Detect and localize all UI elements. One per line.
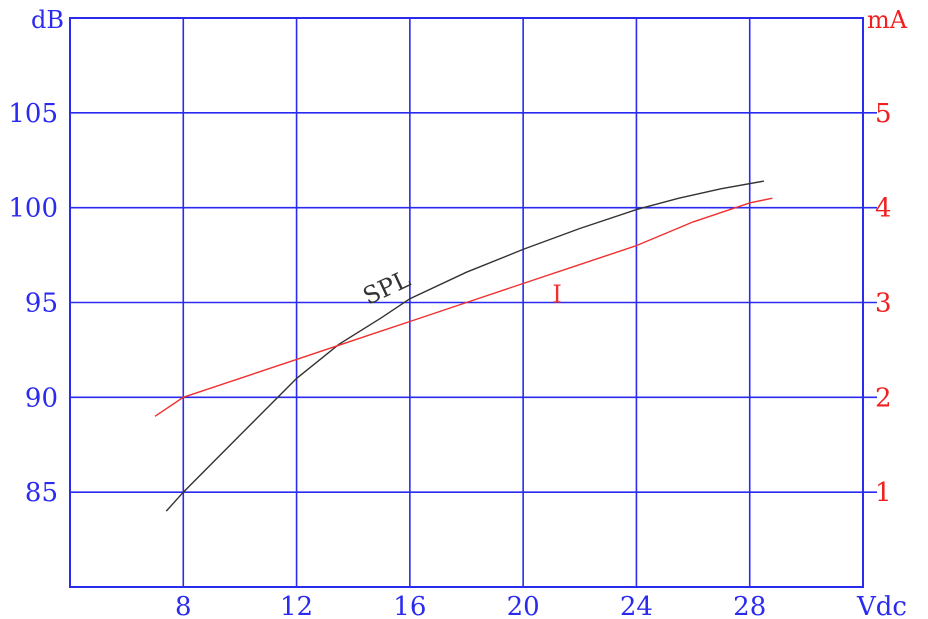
plot-frame bbox=[69, 17, 864, 588]
series-label-spl: SPL bbox=[359, 265, 415, 311]
left-axis-unit: dB bbox=[31, 6, 64, 34]
x-axis-tick-label: 12 bbox=[280, 592, 313, 619]
right-axis-tick-label: 3 bbox=[875, 289, 892, 319]
grid bbox=[70, 18, 877, 587]
left-axis-tick-label: 85 bbox=[25, 478, 58, 508]
x-axis-tick-label: 20 bbox=[507, 592, 540, 619]
x-axis-tick-label: 16 bbox=[393, 592, 426, 619]
right-axis-tick-label: 2 bbox=[875, 383, 892, 413]
x-axis-unit: Vdc bbox=[856, 592, 907, 619]
left-axis-tick-label: 100 bbox=[8, 194, 58, 224]
right-axis-tick-label: 5 bbox=[875, 99, 892, 129]
right-axis-unit: mA bbox=[867, 6, 908, 34]
left-axis-tick-label: 95 bbox=[25, 289, 58, 319]
series-lines bbox=[154, 180, 773, 512]
x-axis-tick-label: 28 bbox=[733, 592, 766, 619]
left-axis-tick-label: 105 bbox=[8, 99, 58, 129]
left-axis-tick-label: 90 bbox=[25, 383, 58, 413]
series-line-spl bbox=[165, 180, 765, 512]
series-line-i bbox=[154, 197, 773, 417]
right-axis-tick-label: 1 bbox=[875, 478, 892, 508]
x-axis-tick-label: 8 bbox=[175, 592, 192, 619]
series-label-i: I bbox=[552, 281, 561, 309]
right-axis-tick-label: 4 bbox=[875, 194, 892, 224]
x-axis-tick-label: 24 bbox=[620, 592, 653, 619]
series-annotations: SPL I bbox=[359, 265, 562, 311]
